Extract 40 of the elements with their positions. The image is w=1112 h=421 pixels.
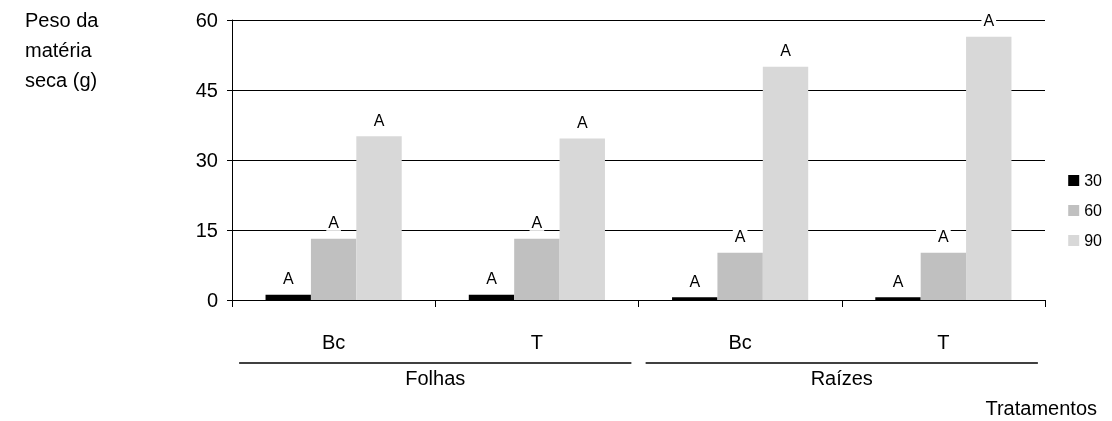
x-tick-label: Bc [321, 331, 346, 353]
bar [310, 238, 357, 300]
bar [920, 252, 967, 300]
data-label: A [938, 228, 950, 246]
y-tick-label: 45 [195, 79, 218, 101]
y-tick-label: 0 [206, 289, 218, 311]
legend-label: 90 [1084, 232, 1103, 249]
data-label: A [576, 114, 588, 132]
text: Raízes [810, 367, 873, 389]
bar [672, 297, 718, 300]
data-label: A [892, 272, 904, 290]
data-label: A [328, 214, 340, 232]
bar [966, 36, 1012, 300]
data-label: A [282, 270, 294, 288]
x-tick-label: T [937, 331, 950, 353]
x-tick-label: T [530, 331, 543, 353]
data-label: A [486, 270, 498, 288]
bar [265, 294, 311, 300]
x-tick-label: Bc [728, 331, 752, 353]
data-label: A [373, 111, 385, 129]
bar [468, 294, 515, 300]
x-axis-title: Tratamentos [985, 397, 1098, 419]
y-axis-title: Peso da matéria seca (g) [25, 9, 104, 91]
legend-label: 60 [1084, 202, 1103, 219]
text: Folhas [405, 367, 466, 389]
data-label: A [780, 42, 792, 60]
data-label: A [734, 228, 746, 246]
bar [356, 136, 402, 300]
bar [514, 238, 560, 300]
y-tick-label: 15 [195, 219, 218, 241]
bar [717, 252, 763, 300]
bar [875, 297, 921, 300]
data-label: A [983, 12, 995, 30]
bar [559, 138, 605, 300]
legend-label: 30 [1084, 172, 1103, 189]
data-label: A [689, 272, 701, 290]
bar [762, 66, 809, 300]
y-tick-label: 60 [195, 9, 218, 31]
y-tick-label: 30 [195, 149, 218, 171]
data-label: A [531, 214, 543, 232]
